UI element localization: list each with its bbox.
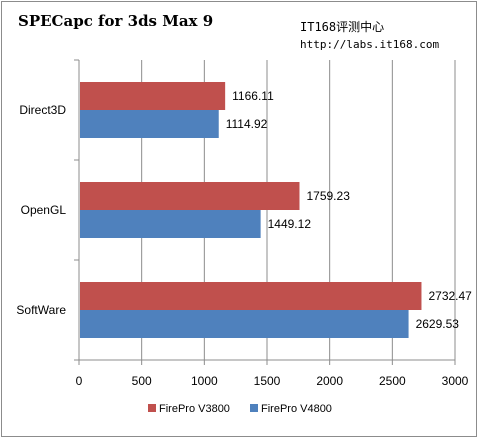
data-label-series-2-software: 2629.53	[416, 317, 460, 331]
data-label-series-1-direct3d: 1166.11	[232, 89, 274, 103]
data-label-series-1-opengl: 1759.23	[306, 189, 350, 203]
data-label-series-2-opengl: 1449.12	[268, 217, 312, 231]
x-tick-label-0: 0	[76, 374, 83, 388]
data-label-series-2-direct3d: 1114.92	[226, 117, 268, 131]
category-label-opengl: OpenGL	[21, 203, 67, 217]
x-tick-label-2500: 2500	[379, 374, 406, 388]
x-tick-label-3000: 3000	[442, 374, 469, 388]
data-label-series-1-software: 2732.47	[428, 289, 472, 303]
x-tick-label-1500: 1500	[254, 374, 281, 388]
bar-series-1-opengl	[80, 182, 300, 210]
x-tick-label-500: 500	[132, 374, 152, 388]
chart-title: SPECapc for 3ds Max 9	[18, 12, 214, 30]
bar-series-1-direct3d	[80, 82, 226, 110]
legend-label-2: FirePro V4800	[261, 403, 332, 415]
x-tick-label-2000: 2000	[316, 374, 343, 388]
bar-series-2-direct3d	[80, 110, 219, 138]
bar-series-2-opengl	[80, 210, 261, 238]
watermark-url: http://labs.it168.com	[300, 38, 440, 51]
bar-series-2-software	[80, 310, 409, 338]
legend-swatch-2	[250, 404, 258, 412]
watermark-name: IT168评测中心	[300, 20, 385, 34]
category-label-direct3d: Direct3D	[19, 103, 66, 117]
legend-label-1: FirePro V3800	[159, 403, 230, 415]
category-label-software: SoftWare	[16, 303, 66, 317]
bar-series-1-software	[80, 282, 422, 310]
x-tick-label-1000: 1000	[191, 374, 218, 388]
legend-swatch-1	[148, 404, 156, 412]
